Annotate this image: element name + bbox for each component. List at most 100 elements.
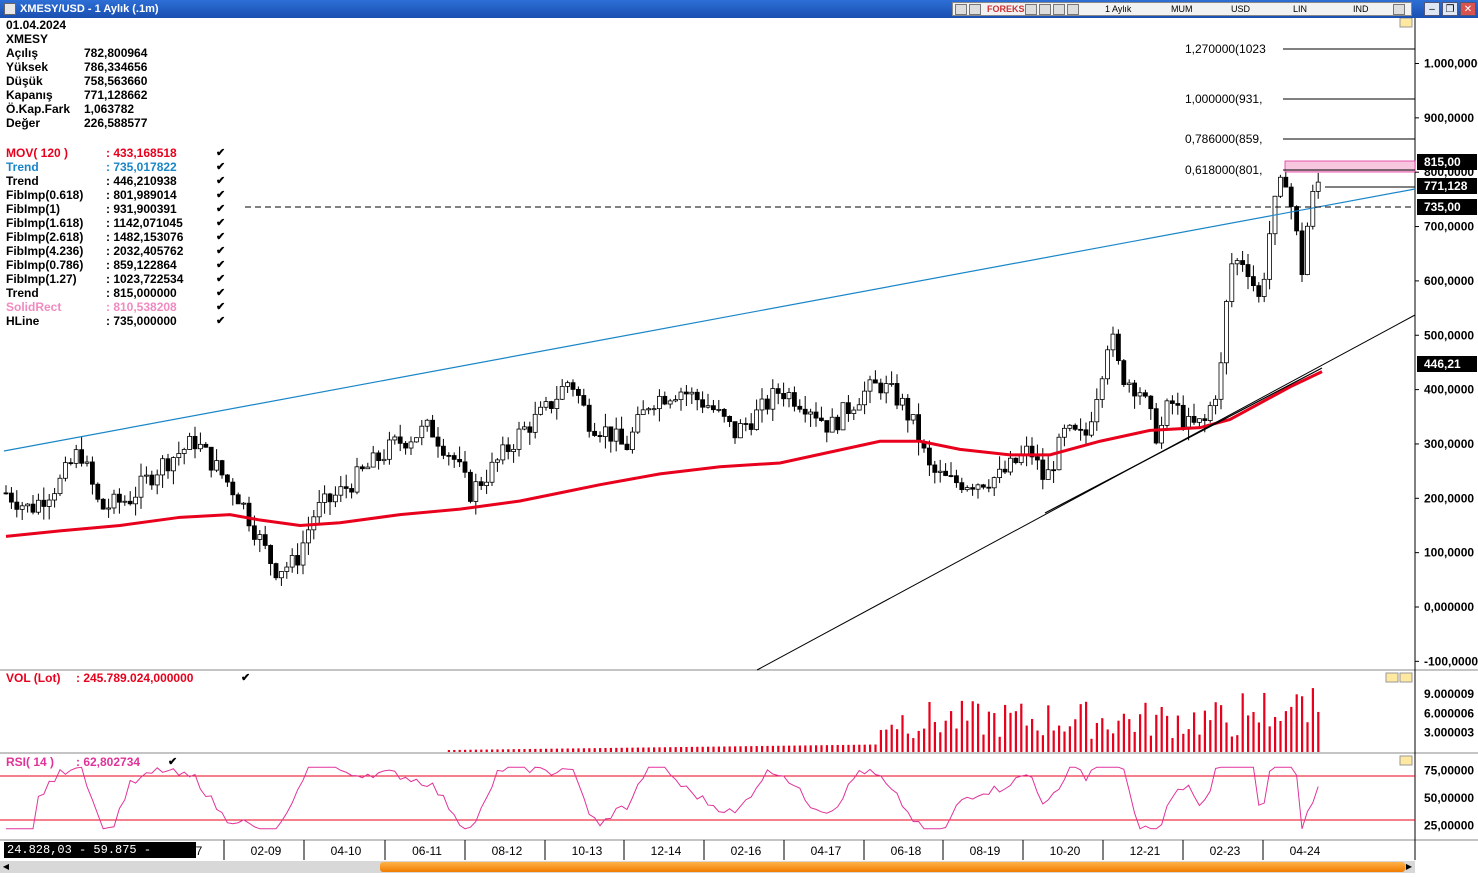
chart-type-select[interactable]: MUM <box>1171 4 1193 14</box>
volume-bar <box>923 728 926 752</box>
volume-bar <box>928 701 931 752</box>
scroll-thumb[interactable] <box>380 862 1405 872</box>
check-icon[interactable]: ✔ <box>216 245 226 257</box>
candle-body <box>467 471 473 502</box>
info-value: 786,334656 <box>84 60 148 74</box>
check-icon[interactable]: ✔ <box>241 672 251 684</box>
check-icon[interactable]: ✔ <box>216 315 226 327</box>
volume-bar <box>512 749 515 752</box>
panel-button-icon <box>1399 672 1413 683</box>
candle-body <box>651 408 657 411</box>
candle-body <box>1305 225 1310 275</box>
panel-button-icon <box>1399 17 1413 28</box>
volume-bar <box>1079 704 1082 752</box>
rsi-line <box>6 766 1319 830</box>
candle-body <box>451 455 457 460</box>
volume-bar <box>906 733 909 752</box>
rsi-label: RSI( 14 ) <box>6 755 55 769</box>
volume-bar <box>1317 711 1320 752</box>
volume-bar <box>696 746 699 752</box>
scroll-left-icon[interactable]: ◀ <box>2 862 10 871</box>
candle-body <box>95 483 101 500</box>
candle-body <box>127 500 133 505</box>
indicator-value: : 931,900391 <box>106 202 177 216</box>
candle-body <box>667 400 673 405</box>
candle-body <box>1110 333 1116 351</box>
volume-bar <box>653 747 656 752</box>
candle-body <box>1121 360 1127 385</box>
check-icon[interactable]: ✔ <box>216 231 226 243</box>
volume-bar <box>1112 733 1115 752</box>
volume-bar <box>599 748 602 752</box>
moving-average-line <box>5 370 1323 538</box>
check-icon[interactable]: ✔ <box>168 756 178 768</box>
chart-canvas[interactable]: 1,270000(1023 1,000000(931, 0,786000(859, 0… <box>0 17 1478 878</box>
draw-tool-icon[interactable] <box>1025 4 1037 15</box>
candle-body <box>603 426 608 437</box>
volume-bar <box>680 747 683 752</box>
currency-select[interactable]: USD <box>1231 4 1251 14</box>
restore-button[interactable]: ❐ <box>1442 2 1458 16</box>
time-tick-label: 12-21 <box>1130 844 1161 858</box>
rsi-panel <box>0 766 1415 830</box>
pin-icon[interactable] <box>1393 4 1405 15</box>
candle-body <box>435 436 441 447</box>
indicator-select[interactable]: IND <box>1353 4 1369 14</box>
candle-body <box>808 411 813 415</box>
check-icon[interactable]: ✔ <box>216 259 226 271</box>
time-tick-label: 12-14 <box>651 844 682 858</box>
draw-tool-icon[interactable] <box>1039 4 1051 15</box>
candle-body <box>219 460 225 476</box>
candle-body <box>684 391 689 395</box>
fib-level-label: 0,786000(859, <box>1185 132 1262 146</box>
title-bar: XMESY/USD - 1 Aylık (.1m) FOREKS 1 Aylık… <box>0 0 1478 18</box>
candle-body <box>1202 418 1208 421</box>
candle-body <box>122 500 128 503</box>
check-icon[interactable]: ✔ <box>216 273 226 285</box>
candle-body <box>165 458 171 472</box>
check-icon[interactable]: ✔ <box>216 217 226 229</box>
check-icon[interactable]: ✔ <box>216 189 226 201</box>
settings-tool-icon[interactable] <box>1053 4 1065 15</box>
candle-body <box>349 488 355 493</box>
check-icon[interactable]: ✔ <box>216 301 226 313</box>
candle-body <box>251 525 257 540</box>
period-select[interactable]: 1 Aylık <box>1105 4 1132 14</box>
chart-area[interactable]: 1,270000(1023 1,000000(931, 0,786000(859, 0… <box>0 17 1478 878</box>
volume-bar <box>474 749 477 752</box>
candle-body <box>981 484 986 488</box>
minimize-button[interactable]: – <box>1424 2 1440 16</box>
candle-body <box>505 444 511 453</box>
scroll-right-icon[interactable]: ▶ <box>1405 862 1413 871</box>
candle-body <box>46 499 52 507</box>
scale-select[interactable]: LIN <box>1293 4 1308 14</box>
check-icon[interactable]: ✔ <box>216 287 226 299</box>
trend-line-blue <box>3 188 1416 452</box>
close-button[interactable]: ✕ <box>1460 2 1476 16</box>
volume-bar <box>566 748 569 752</box>
candle-body <box>1186 415 1191 428</box>
candle-body <box>106 507 111 510</box>
time-tick-label: 04-17 <box>811 844 842 858</box>
price-tag <box>1417 356 1477 372</box>
fib-level-label: 1,270000(1023 <box>1185 42 1266 56</box>
navigate-tool-icon[interactable] <box>1067 4 1079 15</box>
chart-tool-icon[interactable] <box>955 4 967 15</box>
indicator-label: FibImp(0.618) <box>6 188 84 202</box>
indicator-label: FibImp(2.618) <box>6 230 84 244</box>
fib-level-label: 1,000000(931, <box>1185 92 1262 106</box>
chart-tool-icon[interactable] <box>969 4 981 15</box>
candle-body <box>381 458 387 462</box>
candle-body <box>873 379 878 384</box>
check-icon[interactable]: ✔ <box>216 175 226 187</box>
volume-bar <box>1128 719 1131 752</box>
check-icon[interactable]: ✔ <box>216 203 226 215</box>
volume-bar <box>1263 692 1266 752</box>
horizontal-scrollbar[interactable]: ◀ ▶ <box>0 861 1415 873</box>
check-icon[interactable]: ✔ <box>216 147 226 159</box>
candle-body <box>197 443 203 450</box>
info-label: Açılış <box>6 46 39 60</box>
check-icon[interactable]: ✔ <box>216 161 226 173</box>
candle-body <box>576 389 581 396</box>
candle-body <box>327 493 333 503</box>
